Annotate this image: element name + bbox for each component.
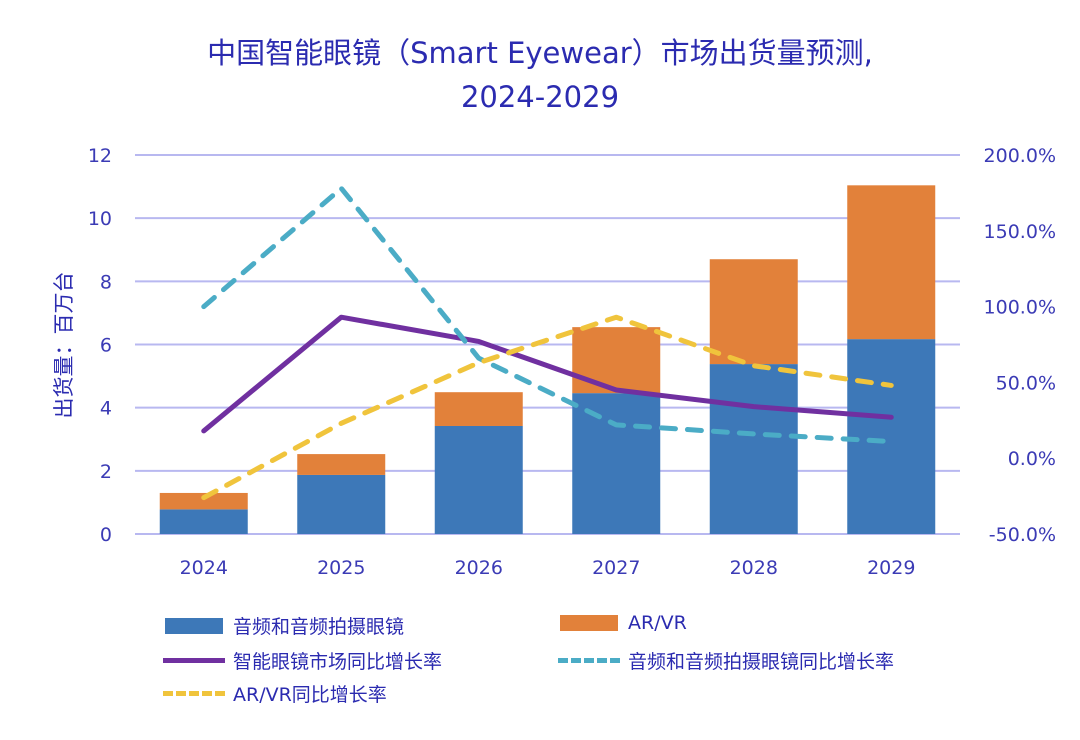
y2-tick-label: 100.0% — [984, 297, 1056, 319]
bar-audio — [847, 339, 936, 534]
bar-arvr — [297, 454, 386, 475]
legend-line — [163, 691, 225, 696]
bar-arvr — [434, 392, 523, 426]
x-tick-label: 2027 — [592, 557, 640, 579]
legend-label: AR/VR同比增长率 — [233, 684, 387, 706]
x-tick-label: 2025 — [317, 557, 365, 579]
y2-tick-label: 200.0% — [984, 145, 1056, 167]
legend-swatch — [560, 615, 618, 631]
y-tick-label: 2 — [100, 461, 112, 483]
legend-item-audio: 音频和音频拍摄眼镜 — [165, 612, 404, 639]
legend-item-arvr-growth: AR/VR同比增长率 — [163, 680, 387, 707]
bar-audio — [709, 364, 798, 534]
growth-line-1 — [201, 185, 894, 445]
y2-tick-label: -50.0% — [989, 524, 1056, 546]
legend-item-audio-growth: 音频和音频拍摄眼镜同比增长率 — [558, 647, 894, 674]
y-tick-label: 8 — [100, 271, 112, 293]
bar-audio — [159, 509, 248, 534]
y2-tick-label: 150.0% — [984, 221, 1056, 243]
y-tick-label: 0 — [100, 524, 112, 546]
bar-audio — [572, 393, 661, 534]
x-tick-label: 2029 — [867, 557, 915, 579]
y2-tick-label: 50.0% — [996, 372, 1056, 394]
legend-item-arvr: AR/VR — [560, 612, 687, 634]
y2-tick-label: 0.0% — [1008, 448, 1056, 470]
x-tick-label: 2024 — [180, 557, 228, 579]
legend-label: 音频和音频拍摄眼镜 — [233, 616, 405, 638]
bar-arvr — [847, 185, 936, 340]
growth-line-2 — [201, 314, 894, 501]
chart-subtitle: 2024-2029 — [460, 80, 620, 114]
legend-line — [163, 658, 225, 663]
x-tick-label: 2026 — [455, 557, 503, 579]
bar-arvr — [572, 327, 661, 394]
legend-line — [558, 658, 620, 663]
bar-audio — [434, 425, 523, 534]
y-tick-label: 6 — [100, 335, 112, 357]
bar-audio — [297, 474, 386, 534]
x-tick-label: 2028 — [730, 557, 778, 579]
y-tick-label: 12 — [88, 145, 112, 167]
legend-label: AR/VR — [628, 612, 687, 634]
chart-title: 中国智能眼镜（Smart Eyewear）市场出货量预测, — [207, 36, 873, 70]
legend-label: 智能眼镜市场同比增长率 — [233, 651, 443, 673]
y-tick-label: 4 — [100, 398, 112, 420]
bar-arvr — [709, 259, 798, 365]
growth-line-0 — [201, 314, 894, 434]
legend-item-market-growth: 智能眼镜市场同比增长率 — [163, 647, 442, 674]
legend-label: 音频和音频拍摄眼镜同比增长率 — [628, 651, 895, 673]
bar-arvr — [159, 492, 248, 510]
legend-swatch — [165, 617, 223, 634]
y-tick-label: 10 — [88, 208, 112, 230]
